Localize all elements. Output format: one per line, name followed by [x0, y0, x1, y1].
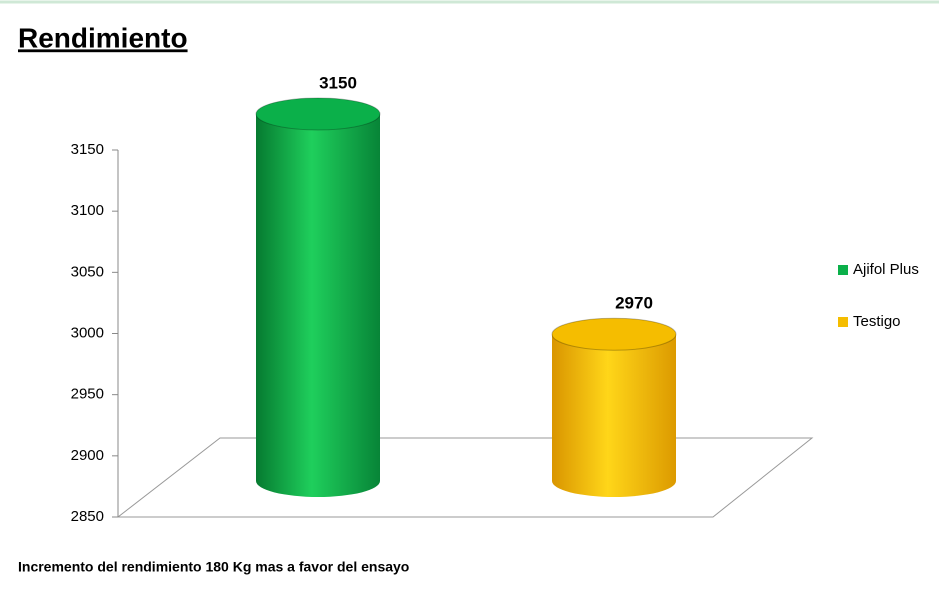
y-tick-label: 3000	[71, 324, 104, 341]
legend-swatch	[838, 317, 848, 327]
y-tick-label: 3150	[71, 141, 104, 158]
value-label: 2970	[615, 294, 653, 313]
y-tick-label: 3050	[71, 263, 104, 280]
chart-title: Rendimiento	[18, 22, 188, 53]
bar	[552, 334, 676, 497]
legend-swatch	[838, 265, 848, 275]
bar	[256, 114, 380, 497]
bar-top	[255, 97, 381, 131]
y-tick-label: 2950	[71, 386, 104, 403]
floor	[116, 437, 814, 518]
y-tick-label: 2850	[71, 508, 104, 525]
legend-label: Ajifol Plus	[853, 261, 919, 278]
annotation: Incremento del rendimiento 180 Kg mas a …	[18, 559, 409, 575]
legend-label: Testigo	[853, 313, 901, 330]
bar-top	[551, 317, 677, 351]
value-label: 3150	[319, 73, 357, 92]
y-tick-label: 3100	[71, 202, 104, 219]
y-tick-label: 2900	[71, 447, 104, 464]
